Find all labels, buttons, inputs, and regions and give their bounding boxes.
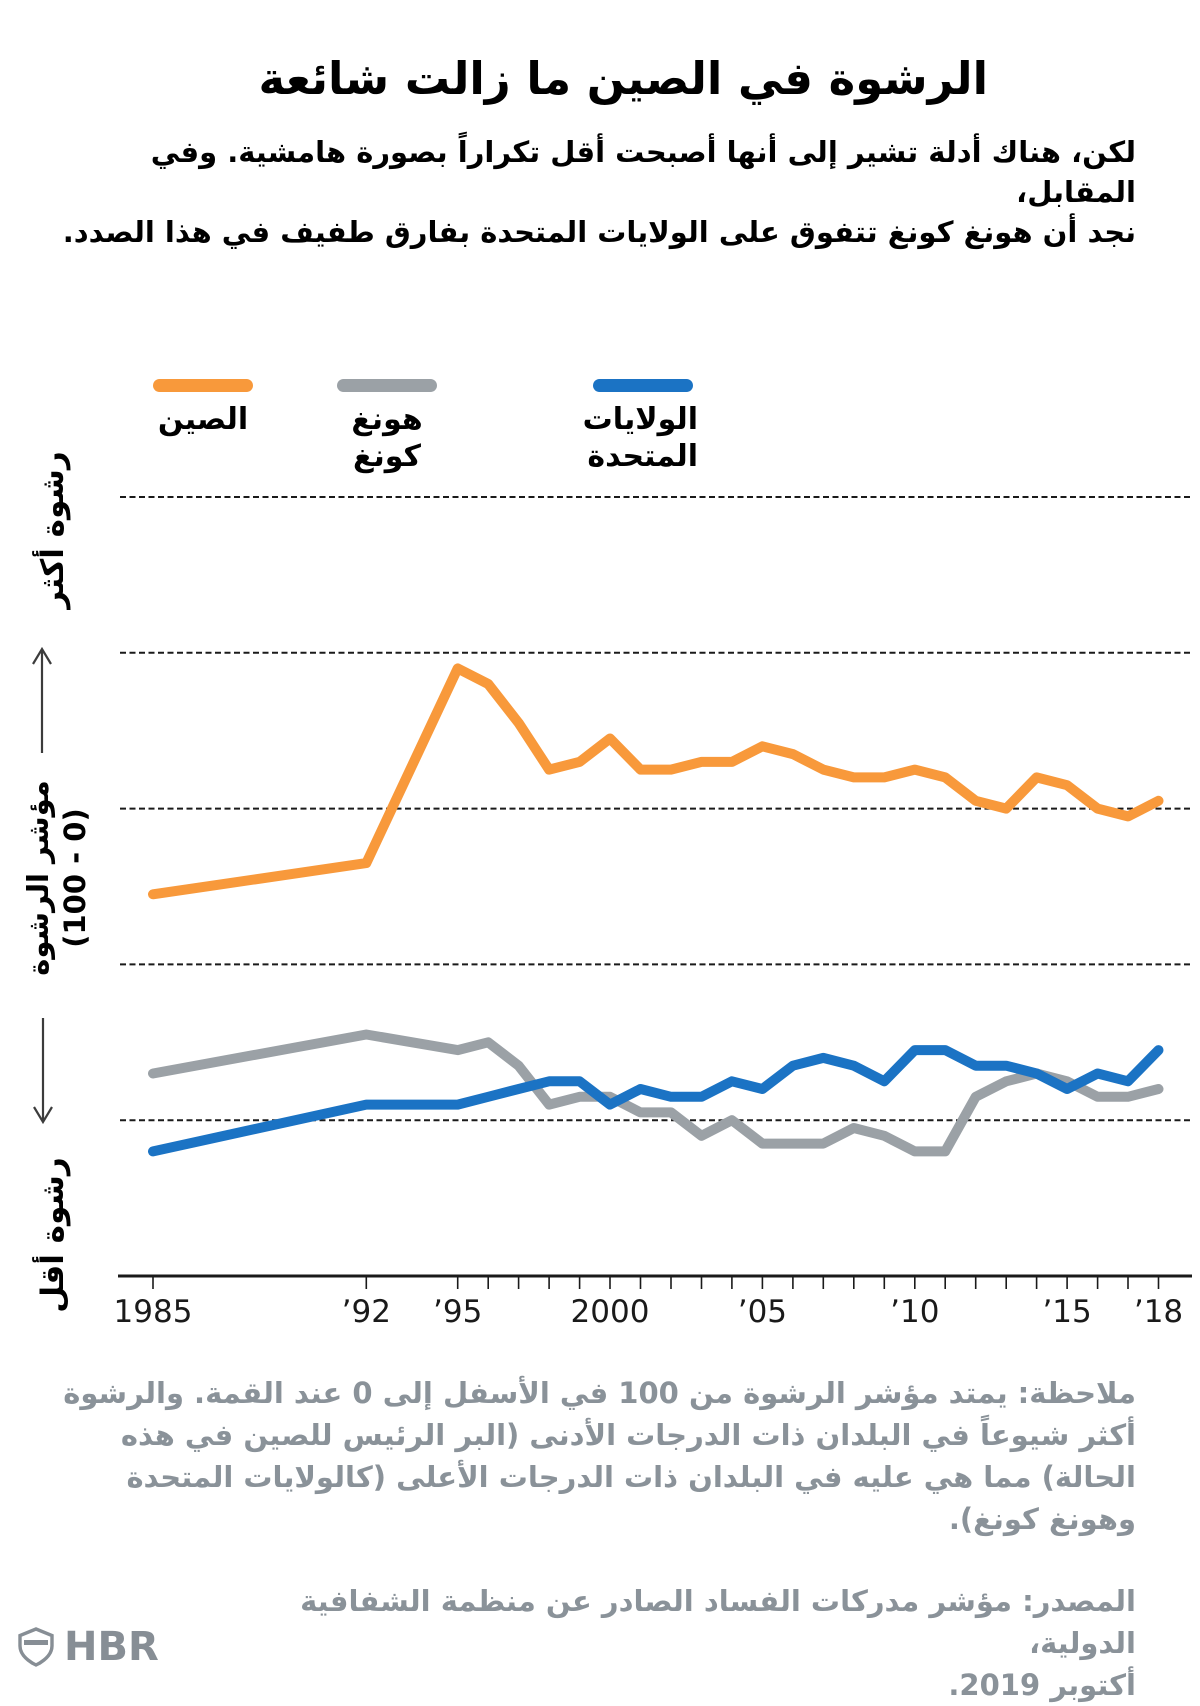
note-line-1: ملاحظة: يمتد مؤشر الرشوة من 100 في الأسف… [63, 1376, 1136, 1410]
chart-subtitle: لكن، هناك أدلة تشير إلى أنها أصبحت أقل ت… [60, 132, 1136, 252]
chart-note: ملاحظة: يمتد مؤشر الرشوة من 100 في الأسف… [60, 1372, 1136, 1540]
legend-item-united-states: الولايات المتحدة [582, 379, 698, 475]
page-title: الرشوة في الصين ما زالت شائعة [258, 52, 988, 106]
note-line-3: الحالة) مما هي عليه في البلدان ذات الدرج… [126, 1460, 1136, 1494]
legend-swatch-hong-kong [337, 379, 437, 392]
x-axis [118, 1274, 1192, 1289]
hbr-logo: HBR [18, 1624, 159, 1670]
arrow-up-icon [32, 646, 52, 753]
x-tick-label-1995: ’95 [433, 1294, 483, 1330]
chart-source: المصدر: مؤشر مدركات الفساد الصادر عن منظ… [200, 1580, 1136, 1706]
x-tick-label-2018: ’18 [1133, 1294, 1184, 1330]
note-line-4: وهونغ كونغ). [948, 1502, 1136, 1536]
legend-swatch-china [153, 379, 253, 392]
legend-label-united-states-line-2: المتحدة [587, 439, 698, 474]
source-line-2: أكتوبر 2019. [948, 1668, 1136, 1702]
legend-item-hong-kong: هونغ كونغ [332, 379, 442, 475]
hbr-shield-icon [18, 1627, 54, 1667]
line-china [148, 663, 1164, 900]
x-tick-label-1985: 1985 [113, 1294, 193, 1330]
legend-swatch-united-states [593, 379, 693, 392]
subtitle-line-1: لكن، هناك أدلة تشير إلى أنها أصبحت أقل ت… [150, 135, 1136, 209]
source-line-1: المصدر: مؤشر مدركات الفساد الصادر عن منظ… [300, 1584, 1136, 1660]
note-line-2: أكثر شيوعاً في البلدان ذات الدرجات الأدن… [120, 1418, 1136, 1452]
line-united-states [148, 1045, 1164, 1157]
hbr-logo-text: HBR [64, 1624, 159, 1670]
x-tick-label-2000: 2000 [570, 1294, 650, 1330]
x-tick-label-1992: ’92 [341, 1294, 391, 1330]
legend-label-china: الصين [157, 402, 249, 437]
data-series [148, 663, 1164, 1157]
legend-label-hong-kong-line-1: هونغ [351, 402, 423, 437]
x-tick-label-2015: ’15 [1042, 1294, 1092, 1330]
legend-label-hong-kong-line-2: كونغ [352, 439, 421, 474]
arrow-down-icon [33, 1018, 53, 1125]
subtitle-line-2: نجد أن هونغ كونغ تتفوق على الولايات المت… [62, 215, 1136, 249]
x-tick-label-2010: ’10 [890, 1294, 940, 1330]
gridlines [120, 496, 1192, 1122]
legend-label-united-states-line-1: الولايات [582, 402, 698, 437]
x-tick-label-2005: ’05 [737, 1294, 788, 1330]
legend-item-china: الصين [148, 379, 258, 438]
